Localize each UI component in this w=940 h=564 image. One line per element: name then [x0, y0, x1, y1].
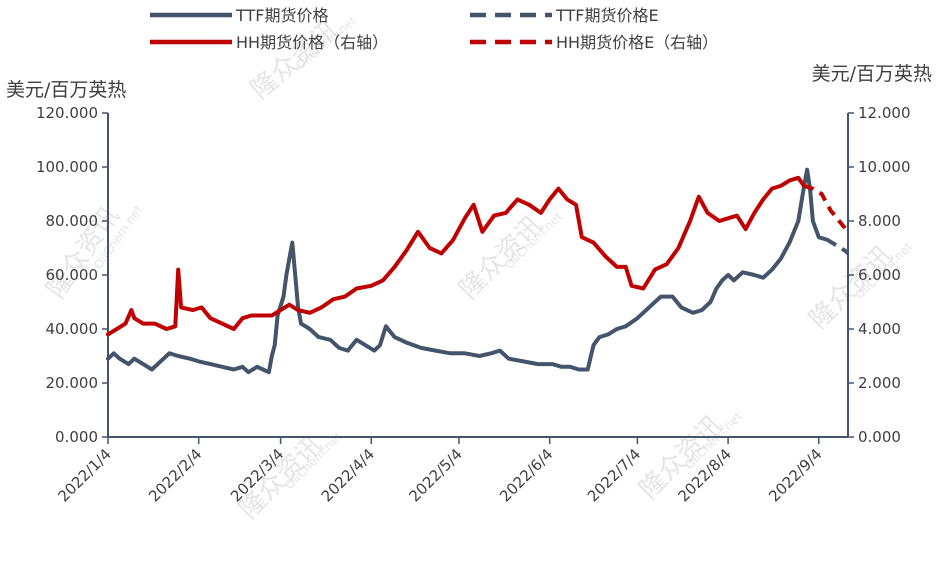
ttf-forecast-line — [826, 238, 850, 255]
legend-label: TTF期货价格E — [555, 6, 659, 25]
axes: 0.000 20.000 40.000 60.000 80.000 100.000 120.… — [36, 104, 911, 505]
left-tick-label: 100.000 — [36, 158, 98, 176]
right-axis-unit: 美元/百万英热 — [812, 63, 932, 85]
x-tick-label: 2022/7/4 — [584, 445, 644, 505]
right-tick-label: 0.000 — [858, 428, 901, 446]
left-tick-label: 60.000 — [46, 266, 99, 284]
right-tick-label: 12.000 — [858, 104, 911, 122]
right-tick-label: 6.000 — [858, 266, 901, 284]
left-tick-label: 120.000 — [36, 104, 98, 122]
watermark-text: 隆众资讯 — [454, 210, 549, 305]
left-tick-label: 20.000 — [46, 374, 99, 392]
hh-forecast-line — [803, 183, 850, 234]
right-tick-label: 10.000 — [858, 158, 911, 176]
x-tick-label: 2022/9/4 — [765, 445, 825, 505]
x-tick-label: 2022/1/4 — [54, 445, 114, 505]
right-tick-label: 2.000 — [858, 374, 901, 392]
series-layer — [106, 167, 850, 375]
legend: TTF期货价格 TTF期货价格E HH期货价格（右轴） HH期货价格E（右轴） — [150, 6, 718, 52]
x-tick-label: 2022/2/4 — [145, 445, 205, 505]
hh-price-line — [106, 175, 807, 337]
legend-label: HH期货价格（右轴） — [236, 33, 388, 52]
x-tick-label: 2022/6/4 — [496, 445, 556, 505]
left-tick-label: 40.000 — [46, 320, 99, 338]
right-tick-label: 4.000 — [858, 320, 901, 338]
ttf-price-line — [106, 167, 830, 375]
left-tick-label: 0.000 — [55, 428, 98, 446]
right-tick-label: 8.000 — [858, 212, 901, 230]
left-axis-unit: 美元/百万英热 — [6, 79, 126, 101]
x-tick-label: 2022/5/4 — [405, 445, 465, 505]
left-tick-label: 80.000 — [46, 212, 99, 230]
legend-label: HH期货价格E（右轴） — [556, 33, 718, 52]
legend-label: TTF期货价格 — [235, 6, 328, 25]
